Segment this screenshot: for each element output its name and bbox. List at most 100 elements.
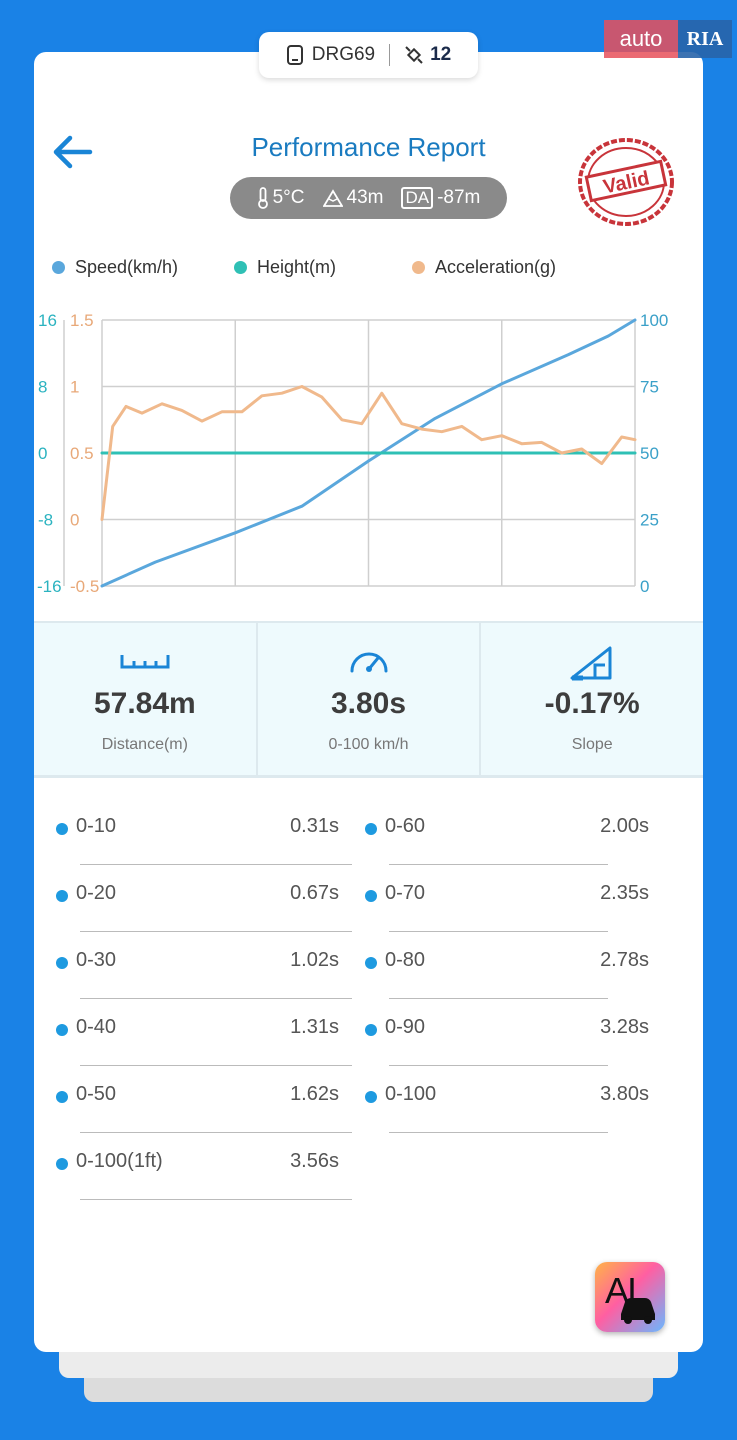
back-arrow-icon[interactable]: [50, 134, 94, 170]
autoria-watermark: auto RIA: [604, 20, 732, 58]
zero-to-hundred-label: 0-100 km/h: [328, 736, 409, 753]
split-row: 0-100 3.80s: [365, 1078, 665, 1133]
split-dot: [365, 957, 377, 969]
satellite-count: 12: [430, 44, 452, 65]
split-divider: [389, 931, 608, 932]
legend-acceleration: Acceleration(g): [412, 257, 556, 278]
slope-value: -0.17%: [544, 687, 640, 720]
split-dot: [56, 1024, 68, 1036]
car-silhouette-icon: [621, 1298, 655, 1324]
split-name: 0-50: [76, 1083, 117, 1105]
legend-height-dot: [234, 261, 247, 274]
split-time: 1.02s: [290, 949, 339, 971]
thermometer-icon: [257, 187, 268, 209]
device-icon: [286, 45, 303, 65]
split-time: 2.78s: [600, 949, 649, 971]
split-row: 0-10 0.31s: [56, 810, 356, 865]
split-time: 3.56s: [290, 1150, 339, 1172]
acceleration-axis-tick-label: 1: [70, 378, 79, 397]
speed-axis-tick-label: 100: [640, 311, 668, 330]
split-divider: [80, 998, 352, 999]
speed-axis-tick-label: 25: [640, 511, 659, 530]
split-dot: [56, 1091, 68, 1103]
height-axis-tick-label: 16: [38, 311, 57, 330]
split-divider: [389, 1065, 608, 1066]
split-divider: [80, 931, 352, 932]
height-axis-tick-label: 8: [38, 378, 47, 397]
mountain-icon: [322, 189, 343, 207]
split-time: 2.00s: [600, 815, 649, 837]
split-name: 0-80: [385, 949, 426, 971]
speed-axis-tick-label: 0: [640, 577, 649, 592]
page-title: Performance Report: [251, 132, 486, 162]
legend-speed: Speed(km/h): [52, 257, 178, 278]
watermark-auto: auto: [604, 20, 678, 58]
stats-panel: 57.84m Distance(m) 3.80s 0-100 km/h: [34, 621, 703, 778]
acceleration-axis-tick-label: 0: [70, 511, 79, 530]
legend-height: Height(m): [234, 257, 336, 278]
speed-axis-tick-label: 50: [640, 444, 659, 463]
satellite-icon: [405, 46, 423, 64]
split-row: 0-60 2.00s: [365, 810, 665, 865]
split-row: 0-100(1ft) 3.56s: [56, 1145, 356, 1200]
legend-acceleration-dot: [412, 261, 425, 274]
split-row: 0-20 0.67s: [56, 877, 356, 932]
split-time: 0.31s: [290, 815, 339, 837]
split-divider: [80, 1132, 352, 1133]
zero-to-hundred-value: 3.80s: [330, 687, 407, 720]
split-divider: [389, 1132, 608, 1133]
stat-acceleration-time: 3.80s 0-100 km/h: [255, 623, 480, 775]
split-row: 0-80 2.78s: [365, 944, 665, 999]
split-name: 0-20: [76, 882, 117, 904]
stat-slope: -0.17% Slope: [479, 623, 703, 775]
split-dot: [56, 890, 68, 902]
split-time: 3.28s: [600, 1016, 649, 1038]
split-time: 1.31s: [290, 1016, 339, 1038]
temperature: 5°C: [257, 187, 305, 209]
acceleration-axis-tick-label: 0.5: [70, 444, 94, 463]
altitude: 43m: [322, 187, 384, 209]
height-axis-tick-label: -16: [37, 577, 62, 592]
split-name: 0-90: [385, 1016, 426, 1038]
split-name: 0-40: [76, 1016, 117, 1038]
legend-acceleration-label: Acceleration(g): [435, 257, 557, 277]
ruler-icon: [120, 655, 170, 669]
split-dot: [56, 957, 68, 969]
stat-distance: 57.84m Distance(m): [34, 623, 256, 775]
split-divider: [80, 864, 352, 865]
slope-icon: [570, 646, 612, 681]
device-id: DRG69: [311, 44, 376, 65]
speed-axis-tick-label: 75: [640, 378, 659, 397]
device-pill[interactable]: DRG69 12: [259, 32, 478, 78]
split-name: 0-70: [385, 882, 426, 904]
legend-speed-label: Speed(km/h): [75, 257, 179, 277]
split-dot: [56, 1158, 68, 1170]
conditions-pill: 5°C 43m DA -87m: [230, 177, 507, 219]
split-dot: [56, 823, 68, 835]
density-altitude: DA -87m: [401, 187, 480, 209]
watermark-ria: RIA: [678, 20, 732, 58]
split-row: 0-40 1.31s: [56, 1011, 356, 1066]
split-name: 0-100(1ft): [76, 1150, 163, 1172]
report-card: Performance Report 5°C 43m DA -87m Valid: [34, 52, 703, 1352]
split-dot: [365, 1091, 377, 1103]
split-time: 3.80s: [600, 1083, 649, 1105]
split-name: 0-10: [76, 815, 117, 837]
split-divider: [389, 864, 608, 865]
altitude-value: 43m: [346, 187, 384, 208]
divider: [389, 44, 391, 66]
da-label: DA: [401, 187, 434, 209]
distance-label: Distance(m): [101, 736, 188, 753]
valid-stamp: Valid: [578, 138, 674, 226]
split-dot: [365, 823, 377, 835]
speed-series-line: [100, 318, 637, 588]
ai-assistant-button[interactable]: AI: [595, 1262, 665, 1332]
height-axis-tick-label: 0: [38, 444, 47, 463]
split-name: 0-60: [385, 815, 426, 837]
split-row: 0-30 1.02s: [56, 944, 356, 999]
split-row: 0-90 3.28s: [365, 1011, 665, 1066]
split-divider: [80, 1199, 352, 1200]
speedometer-icon: [350, 652, 387, 673]
split-dot: [365, 1024, 377, 1036]
split-row: 0-50 1.62s: [56, 1078, 356, 1133]
